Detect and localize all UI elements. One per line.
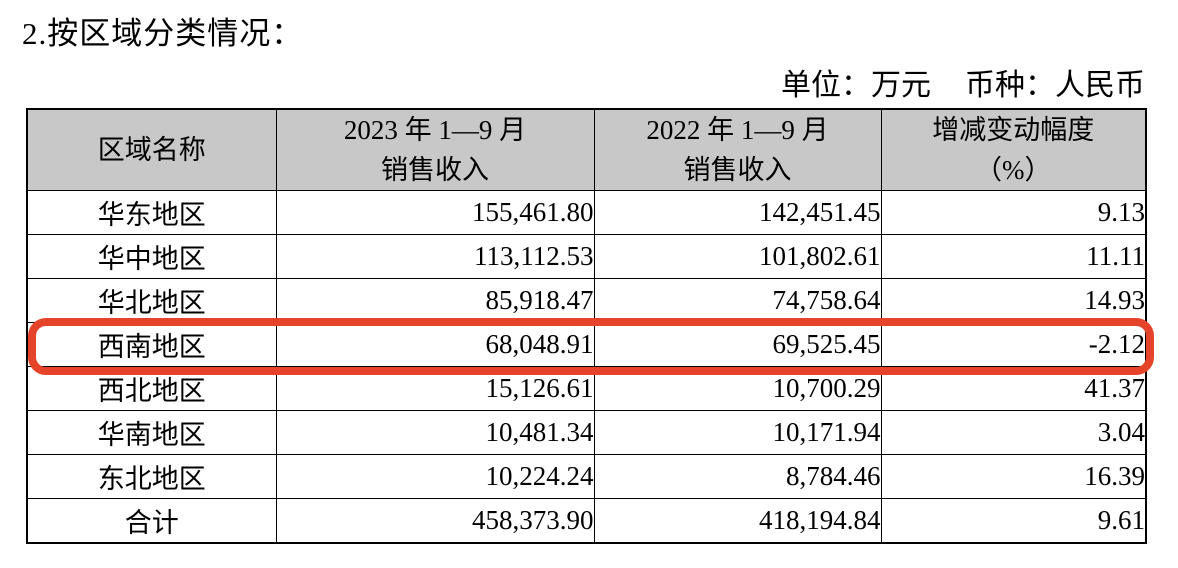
sales-2023-cell: 10,224.24 [275, 454, 595, 499]
sales-2022-cell: 10,171.94 [593, 410, 882, 455]
header-change-pct-line2: （%） [975, 155, 1052, 185]
section-title: 2.按区域分类情况： [22, 16, 304, 51]
table-row: 华北地区 85,918.47 74,758.64 14.93 [26, 278, 1147, 323]
sales-2023-cell: 113,112.53 [275, 234, 595, 279]
table-row-highlighted: 西南地区 68,048.91 69,525.45 -2.12 [26, 322, 1147, 367]
change-pct-cell: 9.61 [880, 498, 1147, 544]
change-pct-cell: 11.11 [880, 234, 1147, 279]
header-change-pct: 增减变动幅度 （%） [880, 108, 1147, 191]
region-name-cell: 华北地区 [26, 278, 277, 323]
header-region: 区域名称 [26, 108, 277, 191]
unit-note: 单位：万元 [781, 69, 931, 102]
sales-2022-cell: 8,784.46 [593, 454, 882, 499]
sales-2022-cell: 101,802.61 [593, 234, 882, 279]
region-sales-table: 区域名称 2023 年 1—9 月 销售收入 2022 年 1—9 月 销售收入… [26, 108, 1147, 544]
region-name-cell: 西南地区 [26, 322, 277, 367]
header-row: 区域名称 2023 年 1—9 月 销售收入 2022 年 1—9 月 销售收入… [26, 108, 1147, 191]
unit-currency-note: 单位：万元 币种：人民币 [781, 60, 1145, 104]
header-sales-2022-line2: 销售收入 [683, 155, 792, 185]
sales-2022-cell: 418,194.84 [593, 498, 882, 544]
sales-2023-cell: 15,126.61 [275, 366, 595, 411]
table-row: 华东地区 155,461.80 142,451.45 9.13 [26, 190, 1147, 235]
region-name-cell: 华中地区 [26, 234, 277, 279]
region-name-cell: 华南地区 [26, 410, 277, 455]
table-header: 区域名称 2023 年 1—9 月 销售收入 2022 年 1—9 月 销售收入… [26, 108, 1147, 191]
change-pct-cell: 41.37 [880, 366, 1147, 411]
sales-2023-cell: 85,918.47 [275, 278, 595, 323]
header-sales-2023-line1: 2023 年 1—9 月 [343, 115, 527, 145]
header-region-label: 区域名称 [97, 135, 206, 165]
table-body: 华东地区 155,461.80 142,451.45 9.13 华中地区 113… [26, 190, 1147, 544]
sales-2022-cell: 74,758.64 [593, 278, 882, 323]
header-change-pct-line1: 增减变动幅度 [932, 115, 1095, 145]
table-row-total: 合计 458,373.90 418,194.84 9.61 [26, 498, 1147, 544]
table-row: 西北地区 15,126.61 10,700.29 41.37 [26, 366, 1147, 411]
header-sales-2023: 2023 年 1—9 月 销售收入 [275, 108, 595, 191]
sales-2023-cell: 155,461.80 [275, 190, 595, 235]
header-sales-2022-line1: 2022 年 1—9 月 [646, 115, 829, 145]
header-sales-2022: 2022 年 1—9 月 销售收入 [593, 108, 882, 191]
sales-2022-cell: 142,451.45 [593, 190, 882, 235]
region-name-cell: 东北地区 [26, 454, 277, 499]
currency-note: 币种：人民币 [965, 69, 1145, 102]
change-pct-cell: 14.93 [880, 278, 1147, 323]
region-name-cell: 合计 [26, 498, 277, 544]
sales-2023-cell: 68,048.91 [275, 322, 595, 367]
table-row: 华南地区 10,481.34 10,171.94 3.04 [26, 410, 1147, 455]
table-row: 东北地区 10,224.24 8,784.46 16.39 [26, 454, 1147, 499]
sales-2022-cell: 69,525.45 [593, 322, 882, 367]
sales-2023-cell: 10,481.34 [275, 410, 595, 455]
sales-2022-cell: 10,700.29 [593, 366, 882, 411]
sales-2023-cell: 458,373.90 [275, 498, 595, 544]
header-sales-2023-line2: 销售收入 [381, 155, 489, 185]
region-name-cell: 西北地区 [26, 366, 277, 411]
change-pct-cell: 9.13 [880, 190, 1147, 235]
change-pct-cell: -2.12 [880, 322, 1147, 367]
change-pct-cell: 16.39 [880, 454, 1147, 499]
region-name-cell: 华东地区 [26, 190, 277, 235]
change-pct-cell: 3.04 [880, 410, 1147, 455]
table-row: 华中地区 113,112.53 101,802.61 11.11 [26, 234, 1147, 279]
